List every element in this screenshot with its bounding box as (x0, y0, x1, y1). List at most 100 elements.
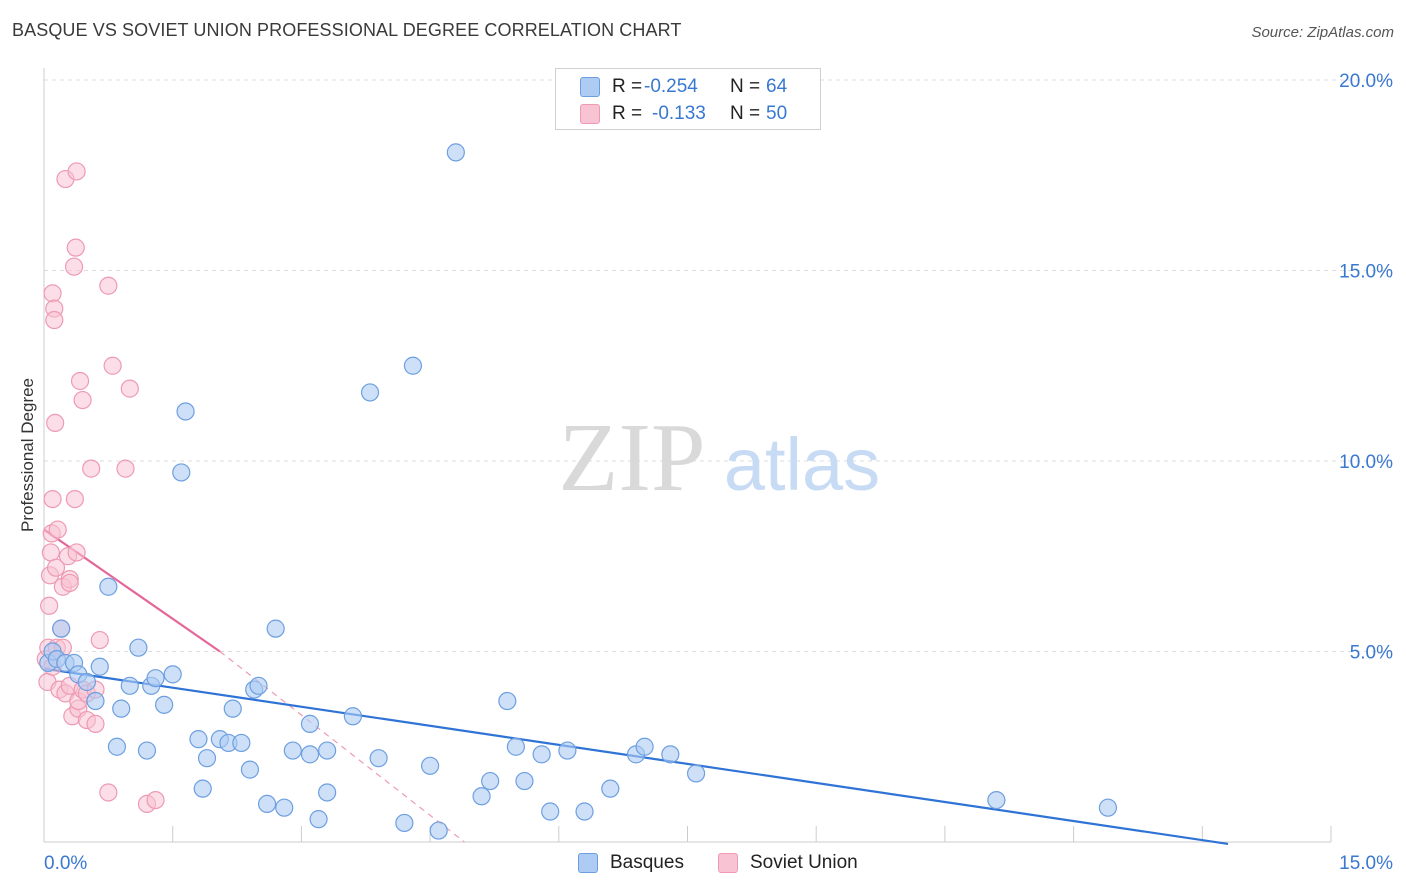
basques-point (107, 737, 127, 756)
basques-point (601, 779, 620, 798)
chart-title: BASQUE VS SOVIET UNION PROFESSIONAL DEGR… (12, 20, 682, 40)
watermark-zip: ZIP (559, 404, 706, 512)
r-label: R = (612, 103, 643, 124)
soviet-union-swatch (580, 104, 600, 124)
basques-point (266, 619, 285, 638)
n-label: N = (730, 76, 761, 97)
soviet-union-point (43, 490, 62, 509)
r-value: -0.254 (644, 76, 698, 97)
legend-item-basques[interactable]: Basques (578, 852, 684, 874)
soviet-union-point (46, 413, 65, 432)
x-tick-label: 15.0% (1339, 853, 1393, 874)
basques-point (987, 790, 1006, 810)
series-legend: Basques Soviet Union (0, 852, 1406, 878)
basques-points (39, 143, 1118, 840)
r-label: R = (612, 76, 643, 97)
basques-swatch (580, 77, 600, 97)
basques-point (558, 741, 577, 760)
basques-point (52, 619, 71, 638)
basques-point (172, 463, 191, 482)
basques-point (189, 730, 208, 749)
basques-point (249, 676, 268, 695)
basques-point (421, 756, 440, 775)
basques-point (137, 741, 157, 760)
basques-point (343, 707, 362, 726)
legend-item-soviet-union[interactable]: Soviet Union (718, 852, 858, 874)
basques-point (318, 741, 337, 760)
grid-lines (44, 79, 1395, 652)
basques-point (481, 771, 500, 791)
soviet-union-point (146, 790, 165, 810)
r-value: -0.133 (652, 103, 706, 124)
basques-point (176, 402, 195, 421)
basques-point (472, 787, 491, 806)
basques-point (1098, 798, 1118, 817)
basques-point (369, 749, 388, 768)
legend-label: Basques (610, 852, 684, 873)
soviet-union-point (60, 573, 79, 593)
basques-point (283, 741, 302, 760)
legend-label: Soviet Union (750, 852, 858, 873)
legend-row-soviet-union: R = -0.133 N = 50 (580, 102, 787, 126)
basques-point (661, 745, 680, 764)
basques-point (686, 764, 706, 783)
basques-point (300, 714, 320, 733)
source-label: Source: ZipAtlas.com (1251, 24, 1394, 41)
soviet-union-point (41, 543, 60, 562)
y-tick-label: 10.0% (1339, 452, 1393, 473)
soviet-union-point (40, 596, 59, 615)
basques-point (86, 691, 105, 711)
x-tick-label: 0.0% (44, 853, 87, 874)
basques-point (275, 798, 294, 817)
soviet-union-point (99, 783, 118, 802)
basques-point (395, 813, 414, 833)
basques-point (429, 821, 448, 840)
basques-point (360, 383, 380, 402)
basques-point (515, 771, 534, 791)
legend-row-basques: R = -0.254 N = 64 (580, 75, 787, 99)
axes (43, 68, 1332, 843)
stats-legend: R = -0.254 N = 64 R = -0.133 N = 50 (555, 68, 821, 130)
soviet-union-points (36, 162, 165, 814)
basques-point (532, 745, 551, 764)
soviet-union-point (82, 459, 101, 478)
soviet-union-trend-extension (219, 651, 465, 843)
basques-point (257, 794, 277, 814)
soviet-union-point (70, 371, 90, 391)
soviet-union-point (67, 543, 86, 562)
watermark-atlas: atlas (724, 423, 880, 506)
basques-point (197, 749, 217, 768)
watermark: ZIP atlas (559, 404, 881, 512)
basques-point (163, 665, 182, 684)
basques-point (506, 737, 526, 756)
n-value: 50 (766, 103, 788, 124)
soviet-union-swatch (718, 853, 738, 873)
soviet-union-point (99, 276, 118, 295)
basques-point (146, 669, 165, 688)
soviet-union-point (43, 284, 62, 303)
basques-point (77, 672, 97, 692)
tick-labels: 5.0% 10.0% 15.0% 20.0% 0.0% 15.0% (44, 71, 1393, 874)
soviet-union-point (66, 238, 85, 257)
basques-point (90, 657, 109, 676)
basques-point (240, 760, 260, 779)
basques-point (575, 802, 594, 821)
soviet-union-point (116, 459, 135, 478)
basques-point (155, 695, 174, 714)
basques-swatch (578, 853, 598, 873)
y-tick-label: 20.0% (1339, 71, 1393, 92)
basques-point (120, 676, 139, 695)
basques-point (112, 699, 131, 718)
soviet-union-point (86, 714, 105, 733)
basques-point (635, 737, 654, 756)
basques-point (232, 733, 251, 753)
soviet-union-point (45, 310, 64, 330)
y-tick-label: 5.0% (1350, 643, 1393, 664)
basques-point (129, 638, 148, 657)
basques-point (541, 802, 560, 821)
y-axis-label: Professional Degree (18, 378, 37, 532)
basques-point (498, 691, 517, 711)
soviet-union-point (48, 520, 67, 539)
soviet-union-point (73, 390, 92, 410)
